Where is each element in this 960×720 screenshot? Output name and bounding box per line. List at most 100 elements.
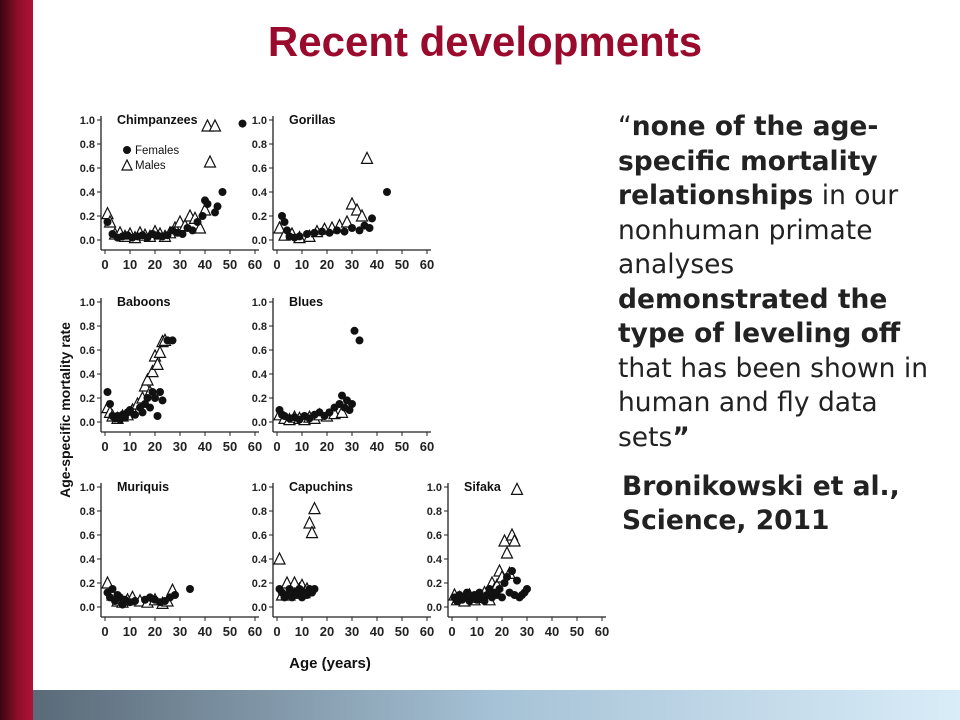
gorillas-xtick-label: 20 (320, 257, 334, 272)
gorillas-female-point (368, 214, 376, 223)
capuchins-xtick-label: 30 (345, 624, 359, 639)
mortality-charts: 0.0 0.2 0.4 0.6 0.8 1.0 0 10 20 30 40 50 60 Chimpanze… (57, 113, 609, 672)
sifaka-male-point (508, 533, 521, 547)
chimpanzees-ytick-label: 0.4 (80, 187, 96, 199)
gorillas-male-point (350, 202, 364, 216)
blues-xtick-label: 10 (295, 439, 309, 454)
blues-xtick-label: 20 (320, 439, 334, 454)
capuchins-ytick-label: 0.8 (252, 506, 267, 518)
sifaka-ytick-label: 1.0 (427, 482, 442, 494)
baboons-ytick-label: 0.0 (80, 417, 95, 429)
gorillas-male-point (340, 214, 354, 228)
baboons-xtick-label: 0 (101, 439, 108, 454)
capuchins-ytick-label: 0.4 (252, 554, 268, 566)
gorillas-xtick-label: 0 (273, 257, 280, 272)
sifaka-ytick-label: 0.6 (427, 530, 442, 542)
sifaka-male-point (510, 482, 524, 495)
gorillas-female-point (310, 228, 319, 237)
muriquis-female-point (131, 597, 139, 605)
chimpanzees-female-point (193, 218, 202, 226)
baboons-male-point (151, 357, 164, 370)
chimpanzees-panel-title: Chimpanzees (117, 113, 198, 127)
baboons-ytick-label: 0.6 (80, 345, 95, 357)
sifaka-xtick-label: 50 (570, 624, 584, 639)
blues-female-point (338, 391, 346, 400)
gorillas-xtick-label: 30 (345, 257, 359, 272)
baboons-female-point (126, 406, 134, 414)
legend-male-label: Males (135, 160, 166, 172)
quote-part3: demonstrated the type of leveling off (618, 283, 901, 350)
blues-female-point (345, 406, 354, 414)
blues-female-point (355, 336, 364, 345)
baboons-female-point (143, 394, 152, 402)
muriquis-male-point (101, 575, 114, 589)
chimpanzees-female-point (188, 226, 197, 235)
chimpanzees-ytick-label: 1.0 (80, 115, 95, 127)
muriquis-ytick-label: 0.2 (80, 578, 95, 590)
sifaka-male-point (500, 545, 514, 559)
blues-female-point (348, 400, 356, 408)
gorillas-ytick-label: 0.2 (252, 211, 267, 223)
chimpanzees-female-point (198, 212, 207, 220)
sifaka-ytick-label: 0.8 (427, 506, 442, 518)
muriquis-ytick-label: 0.4 (80, 554, 96, 566)
baboons-male-point (141, 372, 154, 386)
capuchins-xtick-label: 40 (370, 624, 384, 639)
gorillas-ytick-label: 0.8 (252, 139, 267, 151)
muriquis-xtick-label: 40 (198, 624, 212, 639)
muriquis-ytick-label: 0.6 (80, 530, 95, 542)
chimpanzees-female-point (238, 119, 247, 128)
sifaka-panel-title: Sifaka (464, 480, 502, 494)
gorillas-female-point (365, 224, 374, 232)
baboons-female-point (106, 400, 114, 408)
blues-ytick-label: 0.6 (252, 345, 267, 357)
sifaka-female-point (500, 579, 509, 587)
baboons-female-point (158, 396, 167, 405)
sifaka-ytick-label: 0.0 (427, 602, 442, 614)
gorillas-ytick-label: 0.4 (252, 187, 268, 199)
baboons-female-point (156, 388, 164, 396)
capuchins-xtick-label: 0 (273, 624, 280, 639)
capuchins-xtick-label: 20 (320, 624, 334, 639)
sifaka-female-point (503, 573, 511, 581)
capuchins-xtick-label: 10 (295, 624, 309, 639)
baboons-female-point (148, 388, 157, 396)
baboons-female-point (131, 410, 139, 419)
chimpanzees-xtick-label: 30 (173, 257, 187, 272)
gorillas-female-point (283, 226, 291, 235)
legend-female-label: Females (135, 145, 179, 157)
chimpanzees-xtick-label: 20 (148, 257, 162, 272)
baboons-female-point (146, 403, 154, 412)
sifaka-female-point (498, 593, 506, 602)
gorillas-male-point (273, 220, 286, 234)
capuchins-male-point (288, 575, 301, 589)
blues-ytick-label: 0.2 (252, 393, 267, 405)
baboons-xtick-label: 30 (173, 439, 187, 454)
gorillas-female-point (355, 226, 364, 235)
left-accent-bar (0, 0, 33, 720)
chimpanzees-male-point (203, 154, 217, 168)
chimpanzees-female-point (211, 208, 219, 217)
gorillas-ytick-label: 0.6 (252, 163, 267, 175)
gorillas-female-point (278, 212, 286, 220)
baboons-xtick-label: 40 (198, 439, 212, 454)
legend-male-marker (121, 158, 133, 171)
gorillas-male-point (345, 196, 359, 210)
blues-female-point (325, 408, 334, 417)
muriquis-panel-title: Muriquis (117, 480, 169, 494)
baboons-female-point (168, 336, 177, 345)
capuchins-ytick-label: 0.2 (252, 578, 267, 590)
capuchins-xtick-label: 60 (420, 624, 434, 639)
blues-xtick-label: 40 (370, 439, 384, 454)
blues-ytick-label: 1.0 (252, 297, 267, 309)
chimpanzees-male-point (101, 206, 114, 220)
quote-open-mark: “ (618, 111, 632, 142)
muriquis-female-point (186, 585, 194, 593)
baboons-xtick-label: 50 (223, 439, 237, 454)
capuchins-male-point (308, 501, 321, 515)
chimpanzees-female-point (218, 188, 227, 196)
muriquis-xtick-label: 20 (148, 624, 162, 639)
gorillas-panel-title: Gorillas (289, 113, 336, 127)
citation-line2: Science, 2011 (622, 505, 830, 536)
baboons-ytick-label: 0.8 (80, 321, 95, 333)
